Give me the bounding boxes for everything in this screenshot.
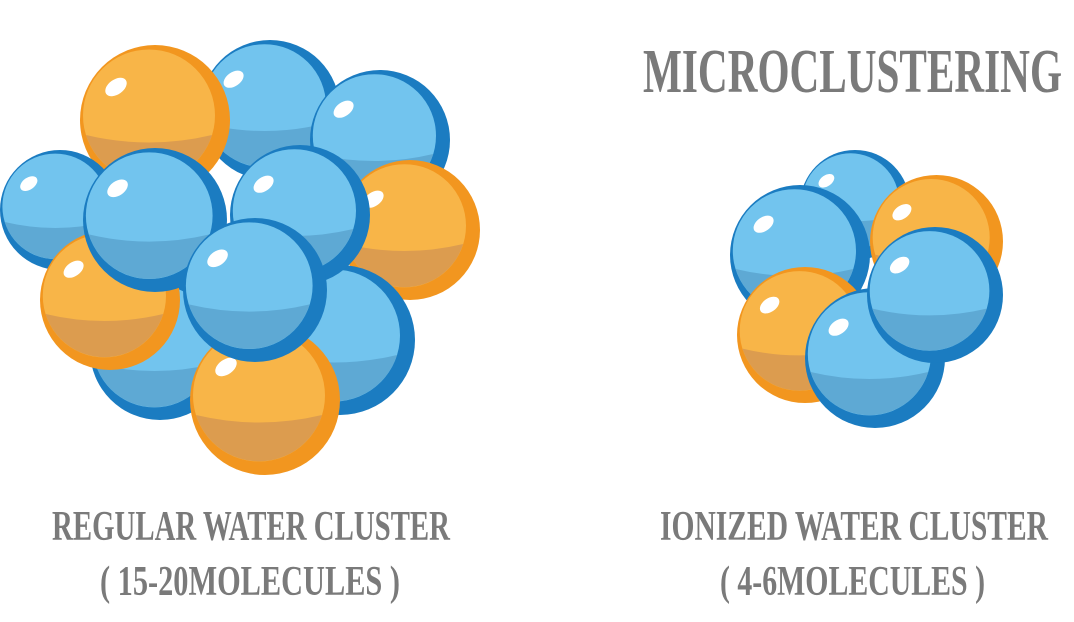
cluster-detail: ( 4-6MOLECULES ) — [720, 559, 985, 605]
title: MICROCLUSTERING — [643, 38, 1062, 106]
cluster-detail: ( 15-20MOLECULES ) — [100, 559, 400, 605]
cluster-name: REGULAR WATER CLUSTER — [52, 504, 450, 550]
regular-cluster — [0, 40, 480, 475]
ionized-cluster — [730, 150, 1003, 428]
cluster-name: IONIZED WATER CLUSTER — [660, 504, 1048, 550]
